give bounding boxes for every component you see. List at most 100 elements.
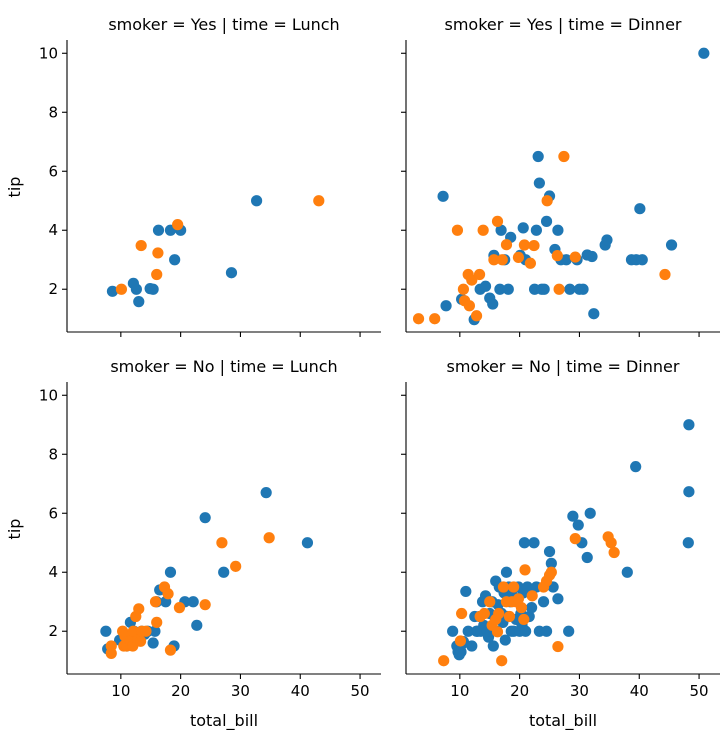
series-female [115, 195, 325, 295]
scatter-point [487, 640, 499, 652]
scatter-point [451, 224, 464, 236]
facet-title: smoker = No | time = Lunch [110, 357, 337, 376]
scatter-point [230, 560, 242, 572]
scatter-point [100, 625, 112, 637]
scatter-point [540, 215, 553, 227]
scatter-point [301, 537, 314, 549]
scatter-point [528, 239, 540, 252]
scatter-point [532, 150, 544, 163]
scatter-point [524, 257, 537, 269]
scatter-point [545, 557, 557, 569]
scatter-point [164, 566, 177, 578]
y-tick-label: 2 [48, 280, 58, 298]
scatter-point [564, 283, 576, 295]
scatter-point [191, 619, 203, 631]
scatter-point [147, 283, 159, 295]
scatter-point [479, 280, 492, 292]
scatter-point [518, 239, 531, 251]
scatter-point [491, 626, 504, 638]
y-tick-label: 4 [48, 221, 58, 239]
y-tick-label: 10 [39, 44, 58, 62]
scatter-point [478, 607, 490, 620]
scatter-point [494, 283, 506, 295]
scatter-point [497, 581, 510, 593]
y-tick-label: 4 [48, 563, 58, 581]
scatter-point [572, 519, 584, 531]
scatter-point [537, 596, 550, 608]
scatter-point [588, 308, 600, 320]
scatter-point [466, 640, 478, 652]
scatter-point [199, 512, 211, 524]
scatter-point [199, 599, 211, 611]
x-tick-label: 30 [570, 682, 589, 700]
scatter-point [518, 613, 530, 626]
scatter-point [538, 283, 550, 295]
scatter-point [577, 283, 589, 295]
scatter-point [463, 300, 475, 312]
scatter-point [528, 537, 540, 549]
scatter-point [586, 250, 598, 263]
scatter-point [488, 254, 500, 266]
scatter-point [127, 625, 139, 637]
scatter-point [552, 224, 564, 236]
scatter-point [440, 300, 452, 312]
x-axis-label-left: total_bill [190, 711, 258, 731]
y-tick-label: 10 [39, 386, 58, 404]
scatter-point [147, 637, 159, 649]
scatter-point [496, 254, 508, 266]
scatter-point [499, 634, 511, 646]
scatter-point [250, 195, 263, 207]
scatter-point [140, 625, 152, 637]
scatter-point [533, 177, 545, 189]
scatter-point [601, 234, 613, 246]
scatter-point [187, 596, 199, 608]
scatter-point [512, 593, 525, 605]
scatter-point [520, 625, 532, 637]
scatter-point [521, 581, 534, 593]
scatter-point [500, 566, 513, 578]
scatter-point [477, 224, 489, 236]
scatter-point [682, 537, 694, 549]
x-tick-label: 10 [450, 682, 469, 700]
facet-panel-2: smoker = No | time = Lunch 2 4 6 8 10 10 20 30 40… [39, 357, 381, 700]
scatter-point [173, 602, 186, 614]
scatter-point [149, 625, 161, 637]
scatter-point [457, 283, 470, 295]
scatter-point [437, 190, 449, 202]
scatter-point [169, 254, 181, 266]
series-female [438, 531, 620, 667]
scatter-point [551, 250, 563, 262]
scatter-point [263, 532, 275, 544]
y-tick-label: 6 [48, 504, 58, 522]
scatter-point [659, 268, 671, 281]
scatter-point [541, 195, 553, 207]
x-tick-label: 50 [351, 682, 370, 700]
scatter-point [216, 537, 228, 549]
scatter-point [605, 537, 617, 549]
scatter-point [552, 640, 564, 653]
scatter-point [581, 551, 593, 564]
x-tick-label: 40 [291, 682, 310, 700]
scatter-point [491, 215, 504, 227]
series-male [437, 47, 710, 326]
x-tick-label: 20 [510, 682, 529, 700]
x-axis-label-right: total_bill [529, 711, 597, 731]
scatter-point [517, 222, 529, 234]
scatter-point [164, 644, 177, 656]
scatter-point [526, 590, 538, 602]
y-axis-label-top: tip [5, 177, 24, 198]
scatter-point [621, 566, 633, 578]
y-tick-label: 6 [48, 162, 58, 180]
facet-panel-1: smoker = Yes | time = Dinner [401, 15, 720, 337]
x-tick-label: 30 [231, 682, 250, 700]
scatter-point [133, 603, 145, 615]
scatter-point [634, 203, 646, 215]
x-tick-label: 20 [171, 682, 190, 700]
scatter-point [518, 537, 531, 549]
scatter-point [412, 313, 425, 325]
scatter-point [447, 625, 459, 637]
scatter-point [553, 283, 565, 295]
scatter-point [569, 533, 581, 545]
scatter-point [540, 625, 553, 637]
